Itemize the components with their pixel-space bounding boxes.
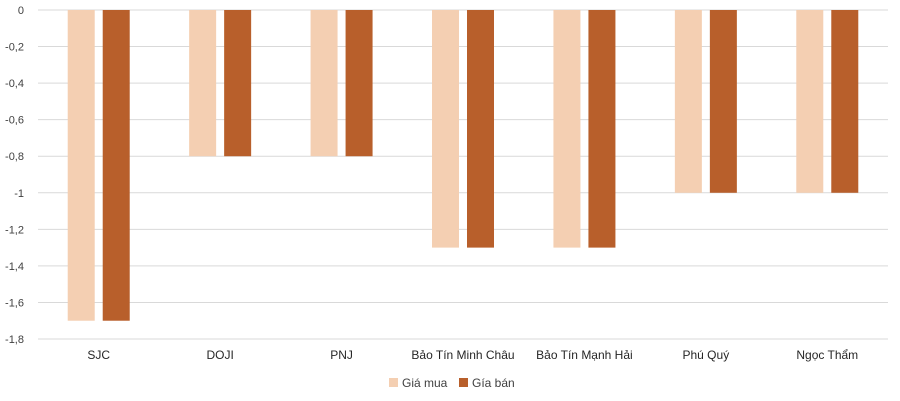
bar-gia-mua [674, 10, 702, 193]
x-tick-label: DOJI [206, 348, 233, 362]
bar-gia-ban [345, 10, 373, 157]
bar-gia-ban [709, 10, 737, 193]
y-tick-label: 0 [18, 5, 24, 17]
x-tick-label: Bảo Tín Minh Châu [411, 348, 514, 362]
bar-gia-ban [831, 10, 859, 193]
x-tick-label: SJC [87, 348, 110, 362]
y-tick-label: -1,8 [5, 334, 24, 346]
y-tick-label: -1,4 [5, 261, 24, 273]
y-tick-label: -0,8 [5, 151, 24, 163]
x-axis: SJC DOJI PNJ Bảo Tín Minh Châu Bảo Tín Mạnh … [87, 348, 858, 362]
gridlines [38, 9, 888, 340]
bar-gia-mua [796, 10, 824, 193]
legend-swatch [459, 378, 468, 387]
bar-gia-mua [189, 10, 217, 157]
legend: Giá mua Gía bán [389, 376, 515, 390]
legend-label: Gía bán [472, 376, 515, 390]
y-tick-label: -1,2 [5, 224, 24, 236]
bar-gia-ban [102, 10, 130, 321]
bar-gia-mua [432, 10, 459, 248]
bar-gia-mua [310, 10, 338, 157]
legend-swatch [389, 378, 398, 387]
x-tick-label: Phú Quý [683, 348, 730, 362]
x-tick-label: PNJ [330, 348, 353, 362]
bar-gia-mua [67, 10, 95, 321]
y-tick-label: -0,6 [5, 115, 24, 127]
y-axis: 0 -0,2 -0,4 -0,6 -0,8 -1 -1,2 -1,4 -1,6 -1,8 [5, 5, 24, 346]
y-tick-label: -1 [14, 188, 24, 200]
bar-gia-ban [224, 10, 252, 157]
bars [67, 10, 859, 321]
y-tick-label: -1,6 [5, 297, 24, 309]
bar-gia-ban [588, 10, 616, 248]
y-tick-label: -0,2 [5, 42, 24, 54]
bar-gia-ban [467, 10, 494, 248]
legend-label: Giá mua [402, 376, 448, 390]
x-tick-label: Bảo Tín Mạnh Hải [536, 348, 633, 362]
y-tick-label: -0,4 [5, 78, 24, 90]
bar-gia-mua [553, 10, 581, 248]
x-tick-label: Ngọc Thẩm [796, 348, 858, 362]
